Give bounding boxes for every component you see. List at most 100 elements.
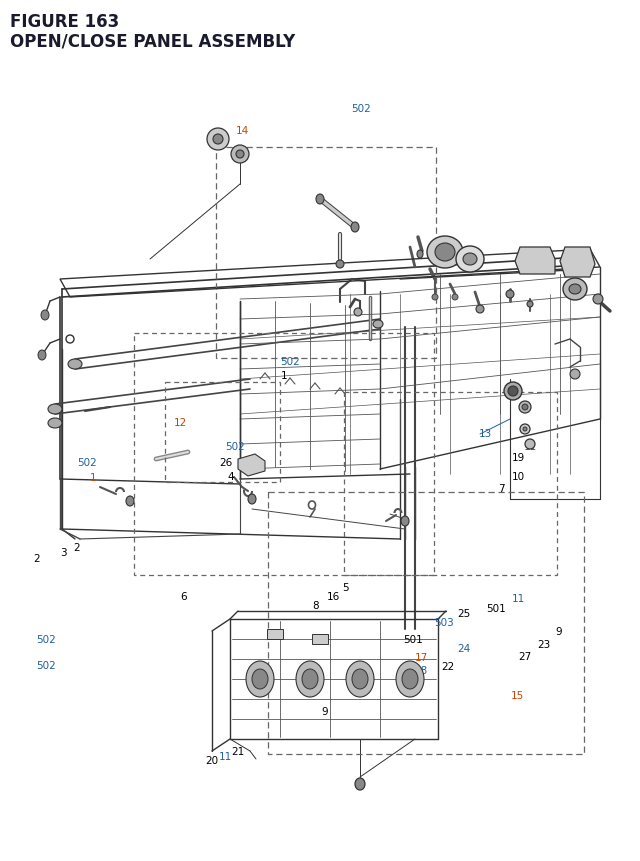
- Text: 5: 5: [342, 582, 349, 592]
- Bar: [267, 629, 283, 639]
- Ellipse shape: [506, 291, 514, 299]
- Ellipse shape: [427, 237, 463, 269]
- Text: OPEN/CLOSE PANEL ASSEMBLY: OPEN/CLOSE PANEL ASSEMBLY: [10, 33, 295, 51]
- Text: 4: 4: [227, 471, 234, 481]
- Ellipse shape: [522, 405, 528, 411]
- Bar: [134, 334, 434, 575]
- Text: 18: 18: [415, 666, 428, 676]
- Ellipse shape: [508, 387, 518, 397]
- Ellipse shape: [351, 223, 359, 232]
- Text: 502: 502: [351, 104, 371, 115]
- Ellipse shape: [336, 261, 344, 269]
- Ellipse shape: [435, 244, 455, 262]
- Text: 2: 2: [33, 553, 40, 563]
- Ellipse shape: [355, 778, 365, 790]
- Text: 26: 26: [219, 457, 232, 468]
- Ellipse shape: [38, 350, 46, 361]
- Ellipse shape: [452, 294, 458, 300]
- Ellipse shape: [213, 135, 223, 145]
- Ellipse shape: [593, 294, 603, 305]
- Text: 502: 502: [77, 457, 97, 468]
- Ellipse shape: [402, 669, 418, 689]
- Ellipse shape: [252, 669, 268, 689]
- Ellipse shape: [519, 401, 531, 413]
- Ellipse shape: [126, 497, 134, 506]
- Polygon shape: [238, 455, 265, 476]
- Ellipse shape: [563, 279, 587, 300]
- Text: 3: 3: [60, 548, 67, 558]
- Ellipse shape: [352, 669, 368, 689]
- Ellipse shape: [354, 308, 362, 317]
- Ellipse shape: [207, 129, 229, 151]
- Ellipse shape: [417, 251, 423, 258]
- Bar: [216, 148, 436, 358]
- Text: 9: 9: [556, 626, 562, 636]
- Ellipse shape: [401, 517, 409, 526]
- Ellipse shape: [302, 669, 318, 689]
- Text: 24: 24: [458, 643, 471, 653]
- Text: 27: 27: [518, 651, 532, 661]
- Text: 11: 11: [524, 441, 537, 451]
- Text: 502: 502: [280, 356, 300, 367]
- Text: 502: 502: [36, 634, 56, 644]
- Text: 21: 21: [232, 746, 245, 756]
- Ellipse shape: [570, 369, 580, 380]
- Ellipse shape: [236, 151, 244, 158]
- Ellipse shape: [569, 285, 581, 294]
- Ellipse shape: [520, 424, 530, 435]
- Ellipse shape: [396, 661, 424, 697]
- Bar: [312, 635, 328, 644]
- Text: 502: 502: [36, 660, 56, 671]
- Text: 2: 2: [74, 542, 80, 553]
- Text: 17: 17: [415, 652, 428, 662]
- Text: 23: 23: [538, 639, 551, 649]
- Ellipse shape: [346, 661, 374, 697]
- Ellipse shape: [432, 294, 438, 300]
- Polygon shape: [560, 248, 595, 278]
- Ellipse shape: [463, 254, 477, 266]
- Text: 22: 22: [442, 661, 455, 672]
- Polygon shape: [515, 248, 555, 275]
- Text: 1: 1: [90, 472, 96, 482]
- Text: 6: 6: [180, 592, 187, 602]
- Ellipse shape: [68, 360, 82, 369]
- Ellipse shape: [525, 439, 535, 449]
- Ellipse shape: [246, 661, 274, 697]
- Ellipse shape: [476, 306, 484, 313]
- Ellipse shape: [41, 311, 49, 320]
- Text: 7: 7: [498, 483, 504, 493]
- Text: 10: 10: [512, 471, 525, 481]
- Ellipse shape: [296, 661, 324, 697]
- Ellipse shape: [523, 428, 527, 431]
- Text: 502: 502: [225, 441, 245, 451]
- Ellipse shape: [248, 494, 256, 505]
- Text: 11: 11: [219, 751, 232, 761]
- Text: 501: 501: [403, 635, 423, 645]
- Ellipse shape: [504, 382, 522, 400]
- Bar: [165, 382, 280, 482]
- Ellipse shape: [48, 405, 62, 414]
- Text: 1: 1: [280, 370, 287, 381]
- Text: 12: 12: [174, 418, 188, 428]
- Text: 16: 16: [326, 592, 340, 602]
- Bar: [268, 492, 584, 754]
- Ellipse shape: [48, 418, 62, 429]
- Text: 503: 503: [434, 617, 454, 628]
- Text: 11: 11: [512, 593, 525, 604]
- Text: 19: 19: [512, 452, 525, 462]
- Ellipse shape: [527, 301, 533, 307]
- Text: 13: 13: [479, 429, 492, 439]
- Text: 15: 15: [511, 690, 524, 700]
- Text: 20: 20: [205, 755, 218, 765]
- Text: 501: 501: [486, 603, 506, 613]
- Text: FIGURE 163: FIGURE 163: [10, 13, 119, 31]
- Ellipse shape: [456, 247, 484, 273]
- Text: 9: 9: [321, 706, 328, 716]
- Ellipse shape: [373, 320, 383, 329]
- Text: 8: 8: [312, 600, 319, 610]
- Text: 25: 25: [457, 608, 470, 618]
- Text: 14: 14: [236, 126, 249, 136]
- Ellipse shape: [231, 146, 249, 164]
- Bar: [344, 393, 557, 575]
- Ellipse shape: [316, 195, 324, 205]
